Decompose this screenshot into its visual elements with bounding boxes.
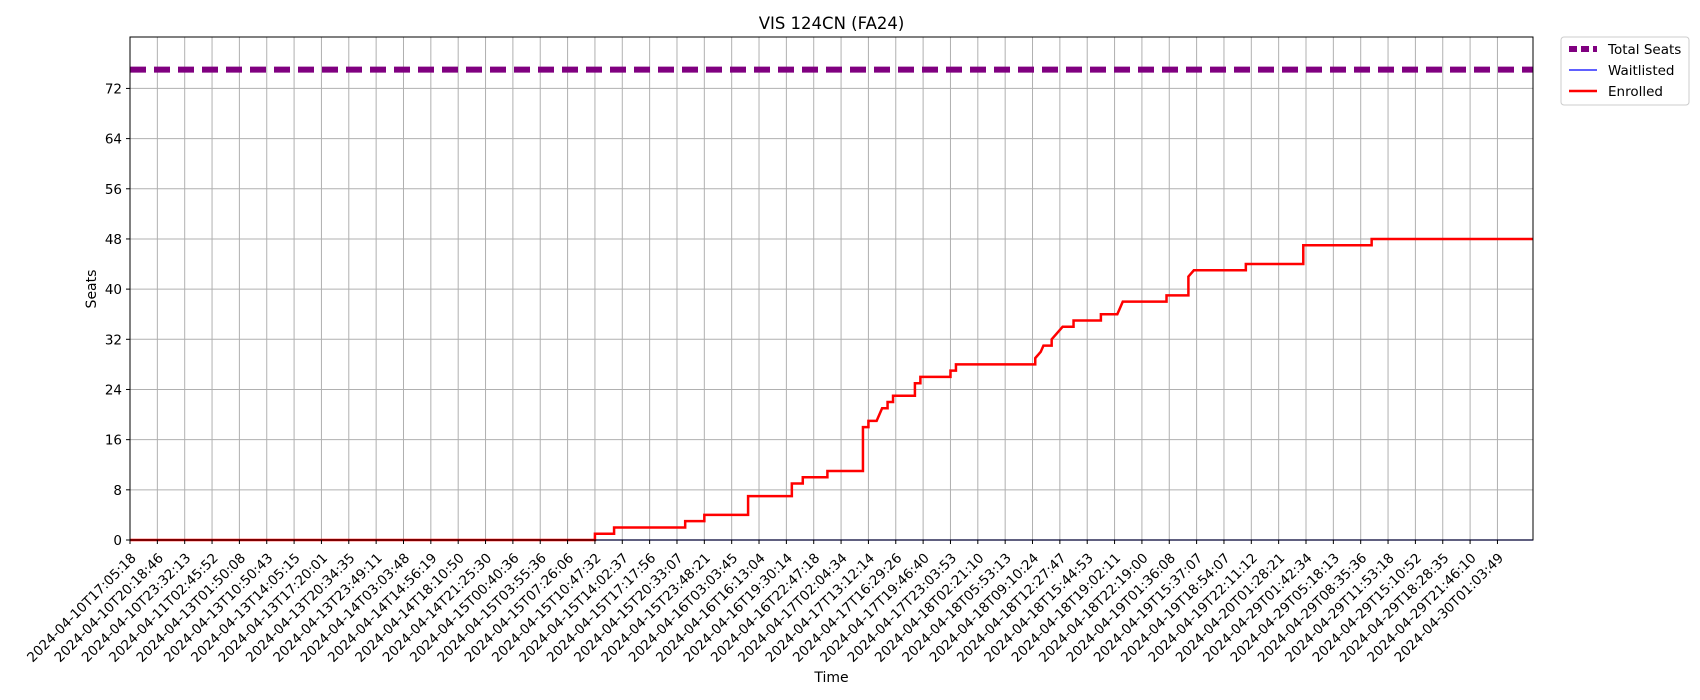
- plot-frame: [129, 36, 1534, 541]
- grid: [129, 37, 1533, 541]
- plot-area: [130, 37, 1533, 540]
- y-tick-label: 0: [113, 533, 122, 549]
- legend-frame: [1560, 36, 1690, 106]
- y-tick-label: 40: [105, 282, 122, 298]
- legend-label: Enrolled: [1608, 84, 1663, 100]
- legend: Total Seats Waitlisted Enrolled: [1560, 36, 1690, 106]
- series-enrolled: [130, 237, 1533, 542]
- y-tick-label: 32: [105, 332, 122, 348]
- y-tick-label: 72: [105, 81, 122, 97]
- y-tick-label: 24: [105, 382, 122, 398]
- chart-title: VIS 124CN (FA24): [759, 14, 905, 33]
- y-axis: 0 8 16 24 32 40 48 56 64 72: [105, 81, 130, 549]
- legend-label: Total Seats: [1607, 42, 1681, 58]
- y-tick-label: 16: [105, 433, 122, 449]
- legend-label: Waitlisted: [1608, 63, 1675, 79]
- y-tick-label: 8: [113, 483, 122, 499]
- y-tick-label: 64: [105, 132, 122, 148]
- x-axis-label: Time: [813, 670, 848, 686]
- y-axis-label: Seats: [84, 270, 100, 309]
- y-tick-label: 56: [105, 182, 122, 198]
- y-tick-label: 48: [105, 232, 122, 248]
- x-axis: 2024-04-10T17:05:182024-04-10T20:18:4620…: [24, 540, 1507, 666]
